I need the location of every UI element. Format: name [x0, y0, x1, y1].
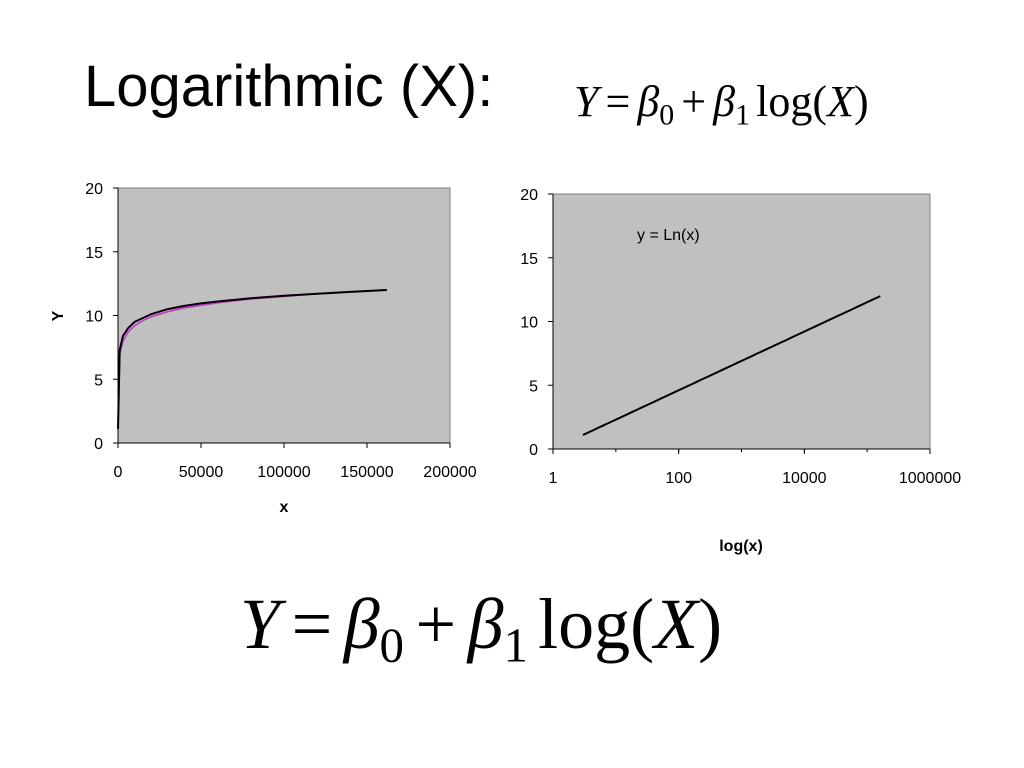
chart-right-x-tick-label: 100 — [665, 470, 692, 487]
slide-title: Logarithmic (X): — [84, 54, 494, 119]
chart-right: 0 5 10 15 20 1 100 10000 1000000 y = Ln(x) log(x… — [520, 187, 961, 555]
chart-right-xlabel: log(x) — [719, 538, 763, 555]
chart-left-y-tick-label: 15 — [85, 245, 103, 262]
chart-right-y-tick-label: 10 — [520, 315, 538, 332]
chart-right-series-line-1 — [582, 295, 881, 436]
chart-left-y-tick-label: 5 — [94, 372, 103, 389]
chart-right-x-tick-label: 1000000 — [899, 470, 961, 487]
formula-equals: = — [291, 584, 333, 664]
chart-right-y-tick-label: 20 — [520, 187, 538, 204]
formula-close: ) — [853, 77, 869, 126]
chart-left-y-tick-label: 0 — [94, 436, 103, 453]
formula-equals: = — [605, 77, 631, 126]
chart-right-annotation: y = Ln(x) — [637, 227, 700, 244]
formula-sub1: 1 — [503, 617, 529, 673]
chart-right-y-tick-label: 0 — [529, 442, 538, 459]
chart-left-y-tick-label: 20 — [85, 181, 103, 198]
chart-right-x-tick-label: 1 — [549, 470, 558, 487]
formula-close: ) — [698, 584, 723, 664]
chart-right-x-tick-label: 10000 — [782, 470, 827, 487]
formula-bottom: Y = β0 + β1 log(X) — [240, 588, 722, 671]
chart-left-x-tick-label: 200000 — [423, 464, 476, 481]
formula-x: X — [827, 77, 854, 126]
chart-left-series-line-2 — [117, 289, 387, 430]
chart-left-ticks: 0 5 10 15 20 0 50000 100000 150000 200000 — [85, 181, 477, 481]
formula-beta1: β — [713, 77, 736, 126]
chart-right-ticks: 0 5 10 15 20 1 100 10000 1000000 — [520, 187, 961, 487]
chart-left-plot-area — [117, 187, 451, 444]
formula-y: Y — [240, 584, 281, 664]
chart-left-ylabel: Y — [50, 310, 67, 321]
formula-beta1: β — [467, 584, 504, 664]
formula-log: log( — [756, 77, 828, 126]
chart-right-series — [582, 295, 881, 436]
chart-left-y-tick-label: 10 — [85, 309, 103, 326]
formula-x: X — [654, 584, 699, 664]
formula-beta0: β — [637, 77, 660, 126]
formula-sub0: 0 — [379, 617, 405, 673]
chart-left: 0 5 10 15 20 0 50000 100000 150000 200000 x Y — [50, 181, 477, 516]
chart-right-y-tick-label: 15 — [520, 251, 538, 268]
chart-left-x-tick-label: 0 — [114, 464, 123, 481]
chart-left-x-tick-label: 50000 — [179, 464, 224, 481]
formula-log: log( — [538, 584, 655, 664]
chart-left-xlabel: x — [280, 499, 289, 516]
formula-sub1: 1 — [735, 98, 751, 132]
formula-plus: + — [415, 584, 457, 664]
formula-sub0: 0 — [659, 98, 675, 132]
chart-left-x-tick-label: 100000 — [257, 464, 310, 481]
formula-beta0: β — [343, 584, 380, 664]
formula-plus: + — [681, 77, 707, 126]
chart-left-x-tick-label: 150000 — [340, 464, 393, 481]
chart-right-plot-area — [552, 193, 931, 450]
formula-top: Y = β0 + β1 log(X) — [574, 80, 869, 130]
chart-right-y-tick-label: 5 — [529, 378, 538, 395]
formula-y: Y — [574, 77, 599, 126]
chart-left-series — [117, 289, 387, 430]
